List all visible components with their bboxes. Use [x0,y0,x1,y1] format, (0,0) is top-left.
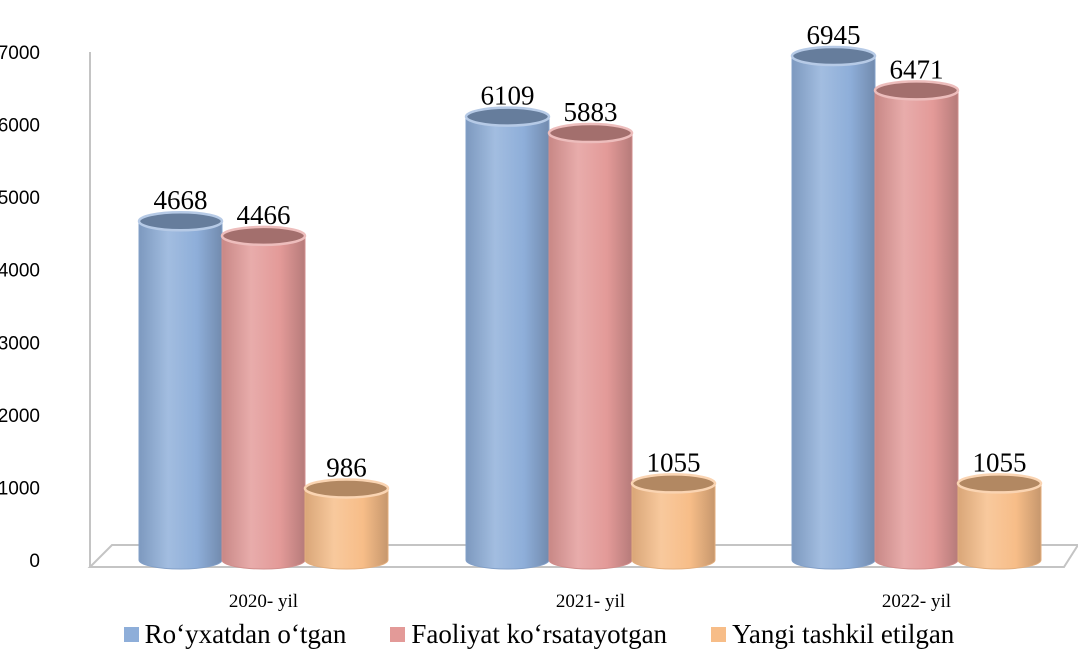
x-tick-label: 2021- yil [556,591,625,612]
data-label: 1055 [973,447,1027,477]
bar [873,80,960,570]
legend-swatch-1 [390,626,406,642]
data-label: 6109 [481,81,535,111]
y-tick-label: 3000 [0,333,40,354]
data-label: 4668 [154,185,208,215]
bar [956,473,1043,570]
data-label: 4466 [237,200,291,230]
bars: 4668 4466 986 6109 5883 1055 6945 6471 1055 [137,20,1043,570]
legend-item-2: Yangi tashkil etilgan [711,619,954,650]
data-label: 6471 [890,54,944,84]
y-tick-label: 7000 [0,43,40,64]
bar [547,122,634,570]
y-tick-label: 6000 [0,116,40,137]
data-label: 986 [326,452,367,482]
legend-swatch-0 [123,626,139,642]
legend-label-2: Yangi tashkil etilgan [732,618,955,649]
legend: Ro‘yxatdan o‘tgan Faoliyat ko‘rsatayotga… [0,614,1078,654]
bar [220,225,307,570]
y-tick-label: 5000 [0,188,40,209]
y-tick-label: 4000 [0,261,40,282]
data-label: 6945 [807,20,861,50]
y-tick-label: 1000 [0,478,40,499]
bar [137,210,224,570]
bar [790,45,877,570]
legend-item-0: Ro‘yxatdan o‘tgan [123,618,347,650]
legend-label-0: Ro‘yxatdan o‘tgan [144,618,347,649]
legend-label-1: Faoliyat ko‘rsatayotgan [411,618,668,649]
y-tick-label: 2000 [0,406,40,427]
bar [303,478,390,570]
y-axis: 0 1000 2000 3000 4000 5000 6000 7000 [0,43,91,572]
data-label: 1055 [647,447,701,477]
legend-swatch-2 [711,626,727,642]
bar [630,473,717,570]
x-axis: 2020- yil 2021- yil 2022- yil [229,591,951,612]
x-tick-label: 2020- yil [229,591,298,612]
legend-item-1: Faoliyat ko‘rsatayotgan [390,619,667,650]
bar [464,106,551,570]
data-label: 5883 [564,97,618,127]
y-tick-label: 0 [29,551,40,572]
x-tick-label: 2022- yil [882,591,951,612]
